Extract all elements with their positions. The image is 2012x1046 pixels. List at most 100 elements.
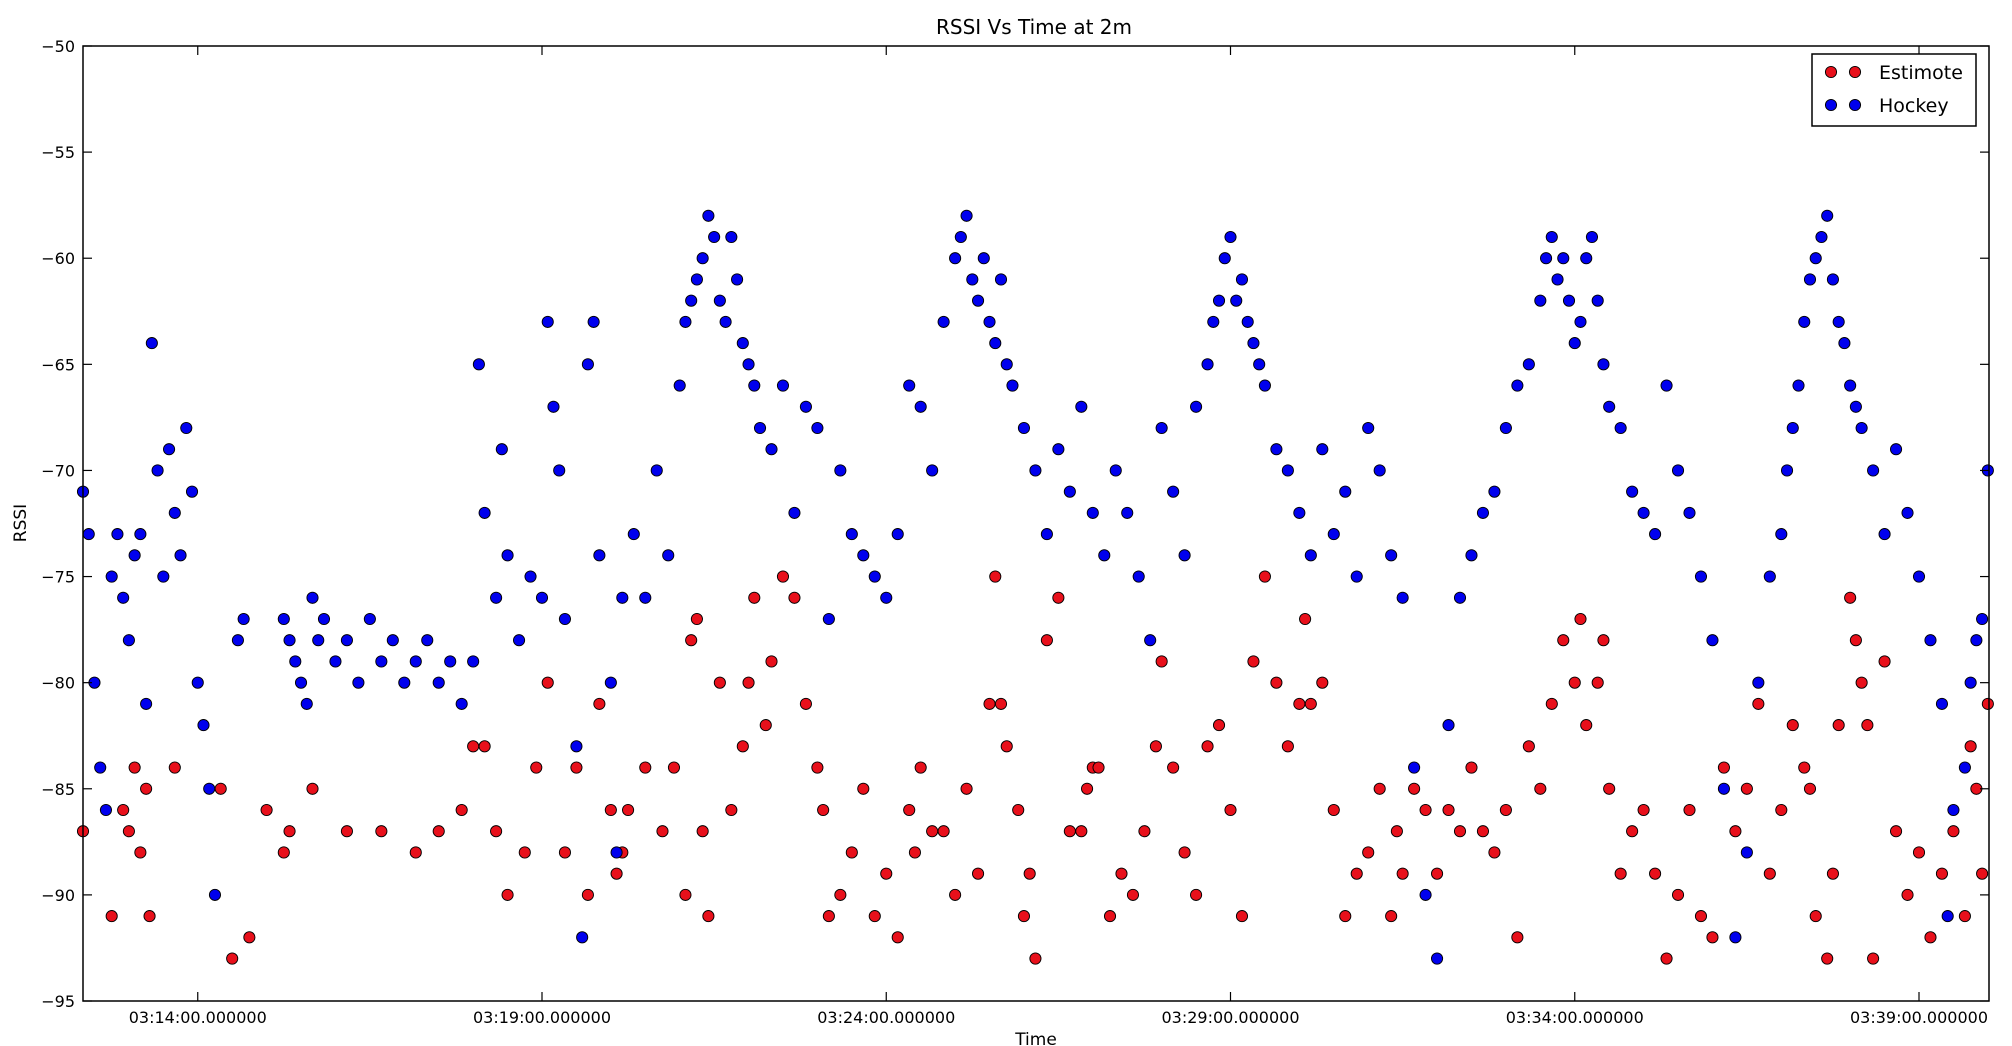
point-estimote xyxy=(1729,825,1742,838)
point-estimote xyxy=(1442,803,1455,817)
point-estimote xyxy=(742,676,755,689)
point-hockey xyxy=(690,273,703,286)
point-hockey xyxy=(1763,570,1776,583)
legend-box xyxy=(1811,53,1977,127)
point-hockey xyxy=(1270,443,1283,456)
point-estimote xyxy=(1557,634,1570,647)
point-estimote xyxy=(1178,846,1191,859)
point-estimote xyxy=(1224,803,1237,817)
y-tick-label: −90 xyxy=(41,886,75,905)
point-estimote xyxy=(972,867,985,880)
point-estimote xyxy=(570,761,583,774)
point-estimote xyxy=(1660,952,1673,965)
point-estimote xyxy=(960,782,973,795)
point-estimote xyxy=(679,888,692,901)
point-hockey xyxy=(1557,252,1570,265)
point-hockey xyxy=(312,634,325,647)
point-estimote xyxy=(1637,803,1650,817)
point-estimote xyxy=(1385,910,1398,923)
point-estimote xyxy=(1626,825,1639,838)
point-estimote xyxy=(1155,655,1168,668)
point-hockey xyxy=(1212,294,1226,307)
point-estimote xyxy=(1976,867,1989,880)
x-tick-label: 03:19:00.000000 xyxy=(473,1008,611,1027)
point-hockey xyxy=(1190,400,1203,413)
point-estimote xyxy=(455,803,468,817)
point-hockey xyxy=(1832,315,1845,328)
point-estimote xyxy=(1201,740,1214,753)
point-estimote xyxy=(375,825,388,838)
point-hockey xyxy=(1499,421,1512,435)
point-hockey xyxy=(1683,506,1696,519)
point-hockey xyxy=(94,761,107,774)
point-hockey xyxy=(1121,506,1134,519)
point-hockey xyxy=(432,676,445,689)
point-estimote xyxy=(1580,719,1593,732)
point-hockey xyxy=(742,358,755,371)
point-hockey xyxy=(1178,549,1191,562)
point-hockey xyxy=(1522,358,1535,371)
point-estimote xyxy=(1683,803,1696,817)
point-hockey xyxy=(1941,910,1954,923)
point-hockey xyxy=(753,421,767,435)
point-hockey xyxy=(547,400,560,413)
point-estimote xyxy=(1912,846,1926,859)
legend-label-hockey: Hockey xyxy=(1879,95,1949,117)
point-hockey xyxy=(1293,506,1306,519)
point-hockey xyxy=(1396,591,1409,604)
point-hockey xyxy=(1511,379,1524,392)
point-estimote xyxy=(1029,952,1042,965)
point-hockey xyxy=(1740,846,1753,859)
point-estimote xyxy=(656,825,669,838)
point-estimote xyxy=(1958,910,1971,923)
point-estimote xyxy=(1832,719,1845,732)
point-estimote xyxy=(1052,591,1065,604)
point-estimote xyxy=(880,867,893,880)
point-hockey xyxy=(994,273,1008,286)
y-tick-label: −65 xyxy=(41,355,75,374)
point-hockey xyxy=(1803,273,1817,286)
point-hockey xyxy=(1207,315,1220,328)
point-estimote xyxy=(799,697,812,710)
point-hockey xyxy=(1821,209,1834,222)
point-estimote xyxy=(1092,761,1105,774)
point-hockey xyxy=(731,273,744,286)
point-estimote xyxy=(759,719,772,732)
data-points xyxy=(76,103,1994,965)
point-hockey xyxy=(1844,379,1857,392)
legend: Estimote Hockey xyxy=(1811,53,1977,127)
point-estimote xyxy=(667,761,681,774)
point-hockey xyxy=(1155,421,1168,435)
point-hockey xyxy=(1924,634,1937,647)
point-hockey xyxy=(168,506,181,519)
point-estimote xyxy=(685,634,698,647)
point-estimote xyxy=(1017,910,1031,923)
point-hockey xyxy=(1890,443,1903,456)
point-hockey xyxy=(1660,379,1673,392)
point-hockey xyxy=(1626,485,1639,498)
point-estimote xyxy=(989,570,1002,583)
point-estimote xyxy=(914,761,927,774)
point-hockey xyxy=(949,252,962,265)
point-estimote xyxy=(1453,825,1467,838)
point-hockey xyxy=(1408,761,1421,774)
point-hockey xyxy=(472,358,485,371)
point-estimote xyxy=(1694,910,1708,923)
point-hockey xyxy=(1809,252,1822,265)
point-hockey xyxy=(1247,337,1260,350)
point-hockey xyxy=(880,591,893,604)
point-hockey xyxy=(736,337,749,350)
point-hockey xyxy=(277,612,290,626)
point-hockey xyxy=(134,528,147,541)
point-estimote xyxy=(1316,676,1329,689)
point-hockey xyxy=(834,464,847,477)
point-estimote xyxy=(1126,888,1140,901)
point-hockey xyxy=(725,230,738,244)
point-estimote xyxy=(1798,761,1811,774)
point-estimote xyxy=(1861,719,1874,732)
point-hockey xyxy=(627,528,640,541)
point-estimote xyxy=(696,825,709,838)
point-estimote xyxy=(1396,867,1409,880)
point-hockey xyxy=(610,846,623,859)
